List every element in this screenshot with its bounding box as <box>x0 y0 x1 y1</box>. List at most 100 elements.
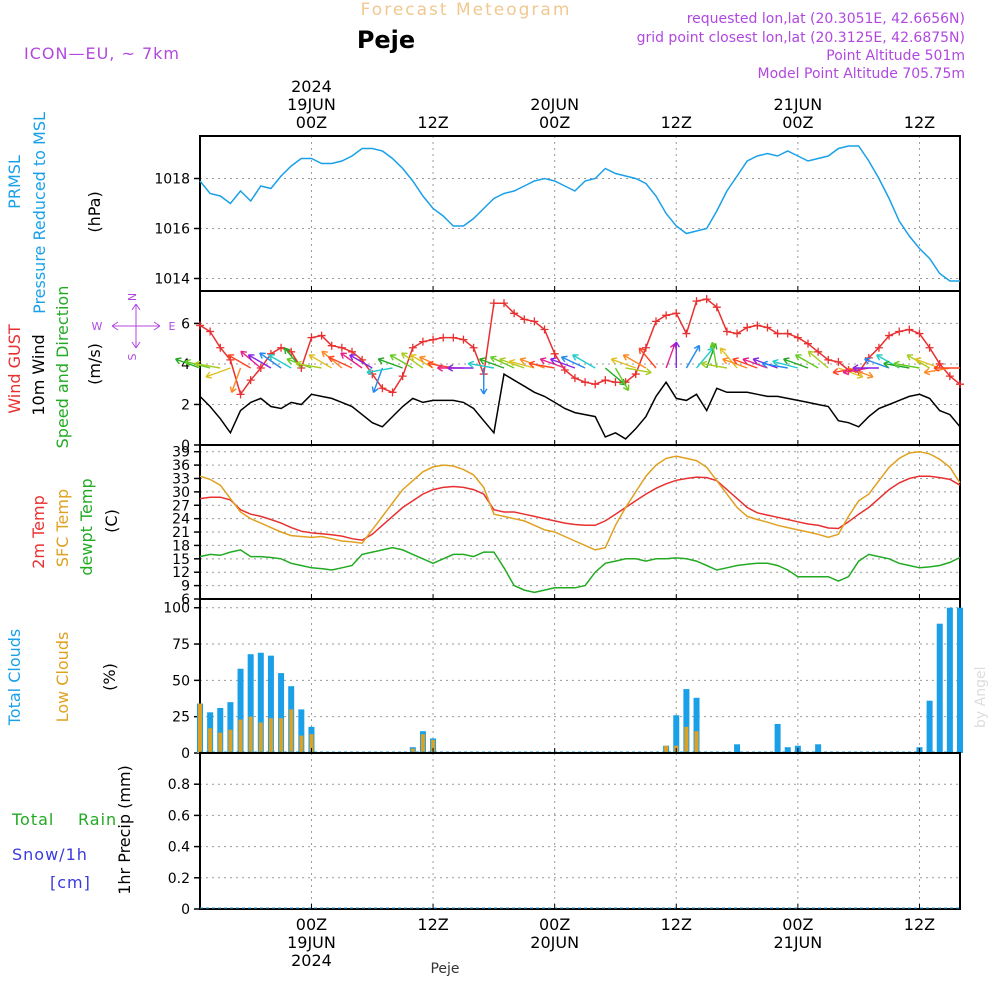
y-tick-label: 15 <box>172 552 190 568</box>
gust-marker <box>216 343 225 352</box>
time-label-top: 19JUN <box>287 95 336 114</box>
gust-marker <box>489 299 498 308</box>
gust-marker <box>885 331 894 340</box>
wind-arrow <box>695 347 714 369</box>
wind-arrow-head <box>340 352 347 359</box>
gust-marker <box>905 325 914 334</box>
time-label-bottom: 12Z <box>904 915 935 934</box>
y-tick-label: 75 <box>172 637 190 653</box>
wind-arrow-head <box>295 360 302 368</box>
wind-arrow <box>622 354 647 369</box>
bar-low-clouds <box>410 748 415 753</box>
wind-arrow <box>340 352 363 369</box>
y-tick-label: 0.2 <box>168 871 190 887</box>
bar-low-clouds <box>420 734 425 753</box>
wind-arrow <box>468 362 494 369</box>
wind-arrow-head <box>622 354 630 361</box>
y-tick-label: 1014 <box>154 272 190 288</box>
gust-marker <box>753 321 762 330</box>
bar-low-clouds <box>258 722 263 753</box>
y-tick-label: 25 <box>172 710 190 726</box>
gust-marker <box>510 309 519 318</box>
time-label-top: 21JUN <box>773 95 822 114</box>
wind-arrow-head <box>519 357 527 365</box>
gust-marker <box>500 299 508 308</box>
wind-arrow-head <box>366 368 373 376</box>
time-label-bottom: 19JUN <box>287 933 336 952</box>
compass-east: E <box>169 320 176 333</box>
gust-marker <box>540 325 549 334</box>
gust-marker <box>398 372 407 381</box>
y-tick-label: 9 <box>181 579 190 595</box>
time-label-bottom: 00Z <box>296 915 327 934</box>
wind-panel: 0 2 4 6 <box>175 290 964 454</box>
y-tick-label: 0.6 <box>168 808 190 824</box>
y-tick-label: 1018 <box>154 172 190 188</box>
bar-total-clouds <box>673 715 680 753</box>
wind-arrow-head <box>479 357 486 365</box>
wind-arrow-head <box>175 357 182 365</box>
y-tick-label: 100 <box>163 601 190 617</box>
compass-north: N <box>126 293 139 301</box>
gust-marker <box>196 321 204 330</box>
bar-total-clouds <box>237 668 244 753</box>
wind-arrow <box>389 354 414 369</box>
wind-arrow-head <box>549 357 557 365</box>
y-tick-label: 0.8 <box>168 777 190 793</box>
gust-marker <box>449 333 458 342</box>
wind-arrow <box>604 367 626 386</box>
wind-arrow <box>838 367 864 378</box>
wind-arrow <box>401 352 424 369</box>
wind-arrow-head <box>321 350 328 358</box>
wind-arrow <box>328 356 353 369</box>
wind-arrow-head <box>259 352 266 359</box>
wind-arrow-head <box>832 368 839 376</box>
bar-low-clouds <box>309 734 314 753</box>
wind-arrow <box>772 360 799 369</box>
wind-arrow-head <box>286 357 294 365</box>
bar-total-clouds <box>298 709 305 753</box>
gust-marker <box>459 335 468 344</box>
wind-arrow <box>372 367 384 393</box>
pressure-panel: 1014 1016 1018 <box>154 135 961 292</box>
bar-total-clouds <box>957 607 963 753</box>
time-label-bottom: 12Z <box>417 915 448 934</box>
y-tick-label: 0 <box>181 438 190 454</box>
y-tick-label: 6 <box>181 592 190 608</box>
gust-marker <box>935 359 944 368</box>
time-label-top: 2024 <box>291 77 332 96</box>
gust-marker <box>418 337 427 346</box>
gust-marker <box>631 370 640 379</box>
gust-marker <box>783 329 792 338</box>
y-tick-label: 12 <box>172 565 190 581</box>
wind-arrow-head <box>842 368 850 376</box>
y-tick-label: 33 <box>172 471 190 487</box>
wind-arrow <box>893 362 920 369</box>
temp-label-2m: 2m Temp <box>29 495 48 569</box>
gust-marker <box>824 355 833 364</box>
wind-arrow-head <box>856 371 864 379</box>
bar-low-clouds <box>664 745 669 753</box>
wind-arrow <box>864 358 890 369</box>
gust-marker <box>327 341 336 350</box>
wind-arrow <box>572 354 596 369</box>
wind-arrow <box>205 367 231 378</box>
wind-arrow-head <box>528 360 535 368</box>
wind-arrow-head <box>933 364 940 372</box>
y-tick-label: 27 <box>172 498 190 514</box>
wind-arrow <box>295 362 322 369</box>
bar-low-clouds <box>684 726 689 753</box>
panel-labels: PRMSL Pressure Reduced to MSL (hPa) Wind GU… <box>5 112 134 895</box>
wind-arrow-head <box>752 357 760 365</box>
y-tick-label: 24 <box>172 512 190 528</box>
wind-arrow-head <box>693 344 701 352</box>
gust-marker <box>763 323 772 332</box>
gust-marker <box>814 347 823 356</box>
time-label-top: 00Z <box>782 113 813 132</box>
wind-arrow-head <box>866 371 874 379</box>
gust-marker <box>337 343 346 352</box>
wind-arrow <box>479 358 505 369</box>
wind-arrow <box>550 358 576 369</box>
